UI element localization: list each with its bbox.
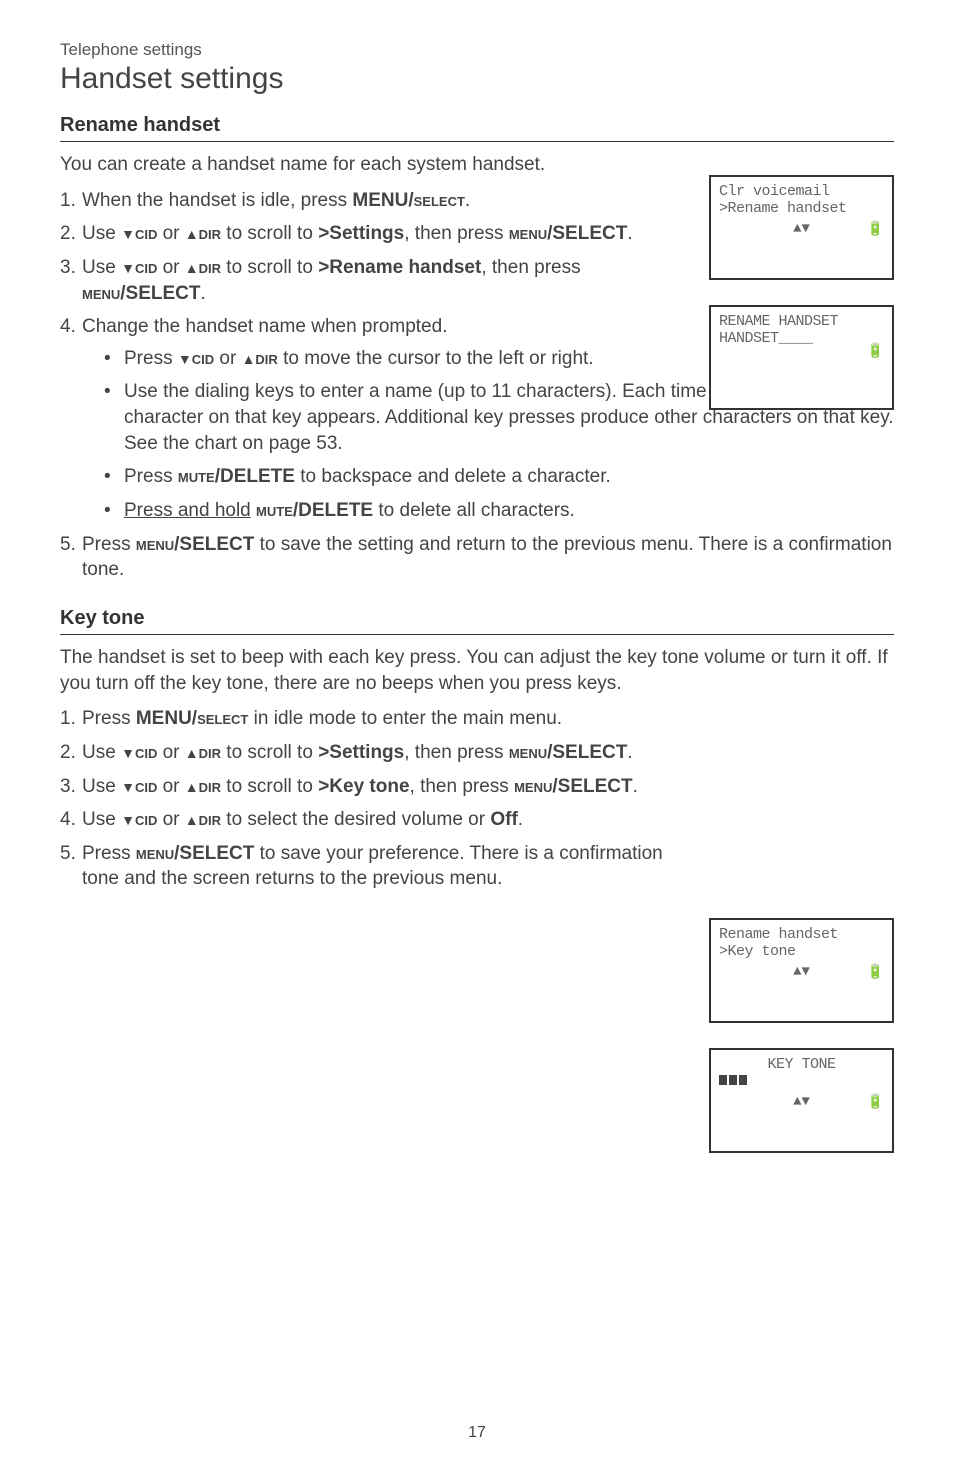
intro-keytone: The handset is set to beep with each key… [60,645,894,696]
arrow-up-icon [185,809,199,830]
arrow-up-icon [185,776,199,797]
arrow-up-icon [185,257,199,278]
lcd-screen-2: RENAME HANDSET HANDSET____ 🔋 [709,305,894,410]
volume-indicator [719,1073,884,1090]
arrow-down-icon [121,223,135,244]
lcd-line: HANDSET____ [719,330,884,347]
battery-icon: 🔋 [867,343,884,360]
step-3: Use cid or dir to scroll to >Rename hand… [60,255,700,306]
arrow-down-icon [121,809,135,830]
lcd-screen-4: KEY TONE ▲▼ 🔋 [709,1048,894,1153]
arrow-up-icon [242,348,256,369]
arrow-down-icon [121,742,135,763]
step-2: Use cid or dir to scroll to >Settings, t… [60,221,700,247]
battery-icon: 🔋 [867,964,884,981]
breadcrumb: Telephone settings [60,40,894,60]
step-5: Press menu/SELECT to save the setting an… [60,532,894,583]
step-1: When the handset is idle, press MENU/sel… [60,188,700,214]
battery-icon: 🔋 [867,1094,884,1111]
lcd-line: >Rename handset [719,200,884,217]
arrow-down-icon [121,776,135,797]
arrow-up-icon [185,223,199,244]
page-title: Handset settings [60,62,894,96]
arrow-down-icon [178,348,192,369]
intro-rename: You can create a handset name for each s… [60,152,894,178]
bullet: Press mute/DELETE to backspace and delet… [104,464,894,490]
step-3: Use cid or dir to scroll to >Key tone, t… [60,774,700,800]
scroll-icon: ▲▼ [793,1094,810,1110]
lcd-line: Rename handset [719,926,884,943]
lcd-screen-3: Rename handset >Key tone ▲▼ 🔋 [709,918,894,1023]
lcd-line: >Key tone [719,943,884,960]
bullet: Press and hold mute/DELETE to delete all… [104,498,894,524]
scroll-icon: ▲▼ [793,964,810,980]
lcd-line: Clr voicemail [719,183,884,200]
arrow-down-icon [121,257,135,278]
lcd-line: RENAME HANDSET [719,313,884,330]
battery-icon: 🔋 [867,221,884,238]
lcd-line: KEY TONE [719,1056,884,1073]
arrow-up-icon [185,742,199,763]
step-2: Use cid or dir to scroll to >Settings, t… [60,740,700,766]
page-number: 17 [468,1424,486,1442]
section-heading-rename: Rename handset [60,114,894,142]
step-1: Press MENU/select in idle mode to enter … [60,706,700,732]
lcd-screen-1: Clr voicemail >Rename handset ▲▼ 🔋 [709,175,894,280]
step-5: Press menu/SELECT to save your preferenc… [60,841,700,892]
bullet: Press cid or dir to move the cursor to t… [104,346,744,372]
step-4: Use cid or dir to select the desired vol… [60,807,700,833]
steps-keytone: Press MENU/select in idle mode to enter … [60,706,894,892]
scroll-icon: ▲▼ [793,221,810,237]
section-heading-keytone: Key tone [60,607,894,635]
